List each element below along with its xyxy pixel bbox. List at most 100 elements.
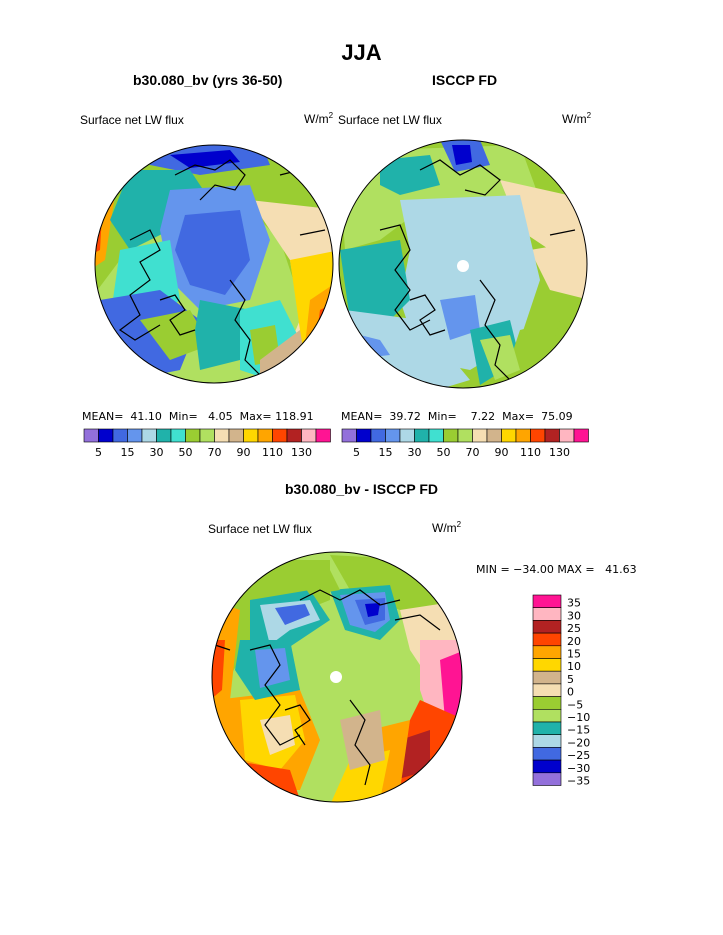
panel-2-stats: MEAN= 39.72 Min= 7.22 Max= 75.09: [341, 410, 573, 423]
colorbar-swatch: [428, 428, 444, 443]
diff-panel-variable-label: Surface net LW flux: [208, 522, 312, 536]
diff-panel-minmax: MIN = −34.00 MAX = 41.63: [476, 563, 637, 576]
colorbar-isccp: 5 15 30 50 70 90 110 130: [341, 428, 589, 459]
colorbar-tick-label: −25: [567, 749, 590, 762]
polar-map-difference: [212, 552, 462, 802]
colorbar-tick-label: 90: [495, 446, 509, 459]
colorbar-swatch: [472, 428, 488, 443]
colorbar-tick-label: 90: [237, 446, 251, 459]
colorbar-tick-label: 15: [121, 446, 135, 459]
polar-map-isccp: [339, 140, 587, 388]
colorbar-swatch: [341, 428, 357, 443]
colorbar-swatch: [532, 721, 562, 735]
colorbar-swatch: [530, 428, 546, 443]
colorbar-tick-label: 25: [567, 622, 581, 635]
colorbar-swatch: [532, 747, 562, 761]
colorbar-swatch: [532, 670, 562, 685]
colorbar-tick-label: −5: [567, 698, 583, 711]
colorbar-swatch: [532, 607, 562, 621]
map-2-border: [338, 139, 588, 389]
colorbar-tick-label: −10: [567, 711, 590, 724]
colorbar-swatch: [544, 428, 560, 443]
colorbar-swatch: [127, 428, 143, 443]
colorbar-tick-label: 130: [291, 446, 312, 459]
colorbar-swatch: [532, 734, 562, 748]
colorbar-swatch: [170, 428, 186, 443]
colorbar-swatch: [501, 428, 517, 443]
colorbar-swatch: [573, 428, 589, 443]
colorbar-tick-label: 30: [150, 446, 164, 459]
colorbar-tick-label: −30: [567, 762, 590, 775]
page-title: JJA: [341, 40, 382, 65]
colorbar-swatch: [272, 428, 288, 443]
colorbar-swatch: [532, 772, 562, 786]
colorbar-swatch: [315, 428, 331, 443]
colorbar-swatch: [370, 428, 386, 443]
colorbar-swatch: [356, 428, 372, 443]
panel-1-units: W/m2: [304, 111, 334, 126]
colorbar-tick-label: 110: [262, 446, 283, 459]
colorbar-tick-label: −15: [567, 724, 590, 737]
map-1-border: [94, 144, 334, 384]
colorbar-swatch: [286, 428, 302, 443]
colorbar-swatch: [515, 428, 531, 443]
colorbar-swatch: [457, 428, 473, 443]
colorbar-tick-label: 15: [379, 446, 393, 459]
colorbar-model: 5 15 30 50 70 90 110 130: [83, 428, 331, 459]
colorbar-swatch: [83, 428, 99, 443]
colorbar-swatch: [112, 428, 128, 443]
colorbar-swatch: [199, 428, 215, 443]
polar-map-model: [95, 145, 333, 383]
colorbar-tick-label: 5: [353, 446, 360, 459]
colorbar-swatch: [532, 708, 562, 723]
colorbar-tick-label: 50: [179, 446, 193, 459]
colorbar-tick-label: 20: [567, 635, 581, 648]
colorbar-swatch: [214, 428, 230, 443]
panel-1-subtitle: b30.080_bv (yrs 36-50): [133, 72, 283, 88]
colorbar-swatch: [98, 428, 114, 443]
diff-panel-subtitle: b30.080_bv - ISCCP FD: [284, 481, 439, 497]
colorbar-swatch: [532, 759, 562, 774]
panel-2-units: W/m2: [562, 111, 592, 126]
colorbar-tick-label: −20: [567, 736, 590, 749]
colorbar-tick-label: 5: [95, 446, 102, 459]
panel-1-stats: MEAN= 41.10 Min= 4.05 Max= 118.91: [82, 410, 314, 423]
colorbar-tick-label: 110: [520, 446, 541, 459]
panel-1-variable-label: Surface net LW flux: [80, 113, 184, 127]
colorbar-swatch: [385, 428, 401, 443]
colorbar-swatch: [399, 428, 415, 443]
panel-2-variable-label: Surface net LW flux: [338, 113, 442, 127]
colorbar-swatch: [532, 683, 562, 697]
colorbar-swatch: [532, 645, 562, 659]
colorbar-tick-label: 130: [549, 446, 570, 459]
colorbar-swatch: [156, 428, 172, 443]
colorbar-swatch: [532, 696, 562, 710]
colorbar-swatch: [257, 428, 273, 443]
colorbar-tick-label: 50: [437, 446, 451, 459]
colorbar-swatch: [228, 428, 244, 443]
panel-2-subtitle: ISCCP FD: [432, 72, 498, 88]
colorbar-swatch: [532, 658, 562, 672]
colorbar-tick-label: 30: [567, 609, 581, 622]
colorbar-swatch: [532, 620, 562, 634]
colorbar-tick-label: 10: [567, 660, 581, 673]
colorbar-swatch: [443, 428, 459, 443]
colorbar-tick-label: 35: [567, 597, 581, 610]
colorbar-swatch: [486, 428, 502, 443]
colorbar-tick-label: 70: [466, 446, 480, 459]
colorbar-tick-label: 5: [567, 673, 574, 686]
colorbar-tick-label: 15: [567, 648, 581, 661]
colorbar-swatch: [532, 632, 562, 647]
colorbar-tick-label: 30: [408, 446, 422, 459]
colorbar-swatch: [532, 594, 562, 608]
colorbar-swatch: [559, 428, 575, 443]
map-3-border: [211, 551, 463, 803]
colorbar-tick-label: 70: [208, 446, 222, 459]
colorbar-swatch: [141, 428, 157, 443]
colorbar-swatch: [301, 428, 317, 443]
colorbar-swatch: [414, 428, 430, 443]
colorbar-swatch: [185, 428, 201, 443]
colorbar-swatch: [243, 428, 259, 443]
